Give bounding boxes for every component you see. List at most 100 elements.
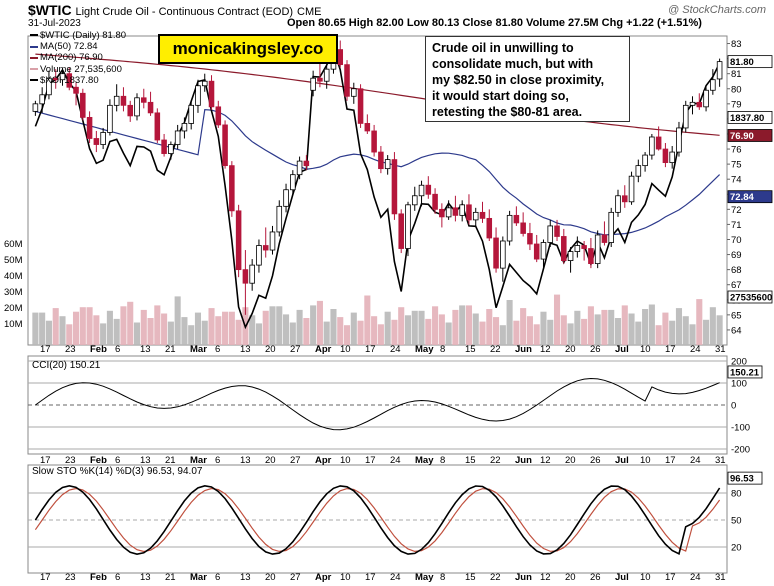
x-tick-label: Apr bbox=[315, 344, 332, 355]
volume-bar bbox=[249, 315, 256, 345]
candle-body bbox=[649, 136, 655, 156]
right-value-label: 72.84 bbox=[730, 192, 754, 203]
volume-bar bbox=[526, 316, 533, 345]
x-tick-label: 15 bbox=[465, 455, 476, 466]
x-tick-label: 23 bbox=[65, 572, 76, 583]
price-tick-label: 69 bbox=[731, 250, 742, 261]
candle-body bbox=[439, 208, 445, 218]
x-tick-label: Feb bbox=[90, 455, 107, 466]
volume-bar bbox=[479, 321, 486, 345]
candle-body bbox=[621, 195, 628, 203]
volume-bar bbox=[621, 305, 628, 345]
volume-bar bbox=[133, 322, 141, 345]
volume-bar bbox=[127, 301, 134, 345]
volume-tick-label: 10M bbox=[4, 319, 23, 330]
x-tick-label: 17 bbox=[365, 455, 376, 466]
candle-body bbox=[527, 233, 533, 245]
candle-body bbox=[73, 86, 79, 94]
volume-bar bbox=[316, 300, 323, 345]
volume-bar bbox=[553, 294, 561, 345]
x-tick-label: 22 bbox=[490, 572, 501, 583]
candle-body bbox=[398, 213, 404, 249]
volume-bar bbox=[262, 310, 269, 345]
volume-bar bbox=[255, 323, 262, 345]
candle-body bbox=[351, 88, 357, 97]
volume-bar bbox=[472, 313, 479, 345]
cci-tick-label: 200 bbox=[731, 357, 747, 368]
candle-body bbox=[425, 184, 432, 195]
x-tick-label: 20 bbox=[565, 455, 576, 466]
x-tick-label: 24 bbox=[390, 344, 401, 355]
candle-body bbox=[716, 61, 723, 80]
candle-body bbox=[432, 193, 438, 210]
right-value-label: 27535600 bbox=[730, 293, 772, 304]
volume-bar bbox=[371, 316, 378, 345]
x-tick-label: 13 bbox=[140, 344, 151, 355]
volume-bar bbox=[540, 311, 547, 345]
x-tick-label: 10 bbox=[340, 455, 351, 466]
x-tick-label: 22 bbox=[490, 455, 501, 466]
x-tick-label: 10 bbox=[340, 344, 351, 355]
volume-bar bbox=[452, 309, 459, 345]
x-tick-label: 17 bbox=[665, 455, 676, 466]
volume-bar bbox=[181, 317, 188, 345]
x-tick-label: 26 bbox=[590, 572, 601, 583]
volume-bar bbox=[655, 325, 662, 345]
volume-bar bbox=[411, 310, 418, 345]
x-tick-label: 10 bbox=[640, 344, 651, 355]
candle-body bbox=[120, 95, 127, 106]
x-tick-label: 23 bbox=[65, 344, 76, 355]
price-tick-label: 65 bbox=[731, 310, 742, 321]
volume-bar bbox=[330, 309, 337, 345]
volume-bar bbox=[269, 306, 276, 345]
candle-body bbox=[696, 101, 703, 108]
candle-body bbox=[344, 64, 350, 97]
right-value-box bbox=[727, 290, 773, 304]
x-tick-label: Apr bbox=[315, 455, 332, 466]
sto-tick-label: 20 bbox=[731, 543, 742, 554]
x-tick-label: 20 bbox=[265, 344, 276, 355]
price-tick-label: 68 bbox=[731, 265, 742, 276]
symbol-title: $WTIC Light Crude Oil - Continuous Contr… bbox=[28, 2, 322, 18]
volume-bar bbox=[194, 312, 202, 345]
volume-bar bbox=[567, 323, 574, 345]
volume-bar bbox=[32, 312, 39, 345]
x-tick-label: 31 bbox=[715, 572, 726, 583]
x-tick-label: 17 bbox=[40, 572, 51, 583]
candle-body bbox=[296, 160, 303, 176]
legend-wtic: $WTIC (Daily) 81.80 bbox=[30, 30, 126, 41]
sto-value-label: 96.53 bbox=[730, 474, 754, 485]
volume-bar bbox=[438, 314, 445, 345]
x-tick-label: 12 bbox=[540, 344, 551, 355]
volume-bar bbox=[222, 311, 229, 345]
volume-bar bbox=[486, 309, 493, 345]
x-tick-label: 24 bbox=[690, 455, 701, 466]
volume-bar bbox=[303, 318, 310, 345]
volume-bar bbox=[289, 322, 296, 345]
candle-body bbox=[222, 124, 228, 167]
volume-bar bbox=[459, 305, 466, 345]
price-tick-label: 75 bbox=[731, 160, 742, 171]
volume-bar bbox=[167, 321, 174, 345]
candle-body bbox=[500, 240, 506, 269]
volume-bar bbox=[377, 324, 384, 345]
right-value-box bbox=[727, 110, 773, 124]
x-tick-label: 26 bbox=[590, 455, 601, 466]
candle-body bbox=[662, 148, 669, 164]
price-tick-label: 67 bbox=[731, 280, 742, 291]
cci-tick-label: 100 bbox=[731, 379, 747, 390]
ma200-line bbox=[35, 53, 720, 136]
candle-body bbox=[371, 130, 377, 153]
candle-body bbox=[411, 195, 418, 206]
volume-bar bbox=[161, 313, 168, 345]
watermark: @ StockCharts.com bbox=[668, 4, 766, 16]
right-value-box bbox=[727, 129, 773, 142]
candle-body bbox=[323, 68, 330, 82]
candle-body bbox=[364, 123, 371, 132]
candle-body bbox=[262, 245, 269, 251]
candle-body bbox=[276, 205, 283, 233]
x-tick-label: 6 bbox=[115, 344, 120, 355]
x-tick-label: 10 bbox=[640, 572, 651, 583]
volume-bar bbox=[93, 315, 100, 345]
